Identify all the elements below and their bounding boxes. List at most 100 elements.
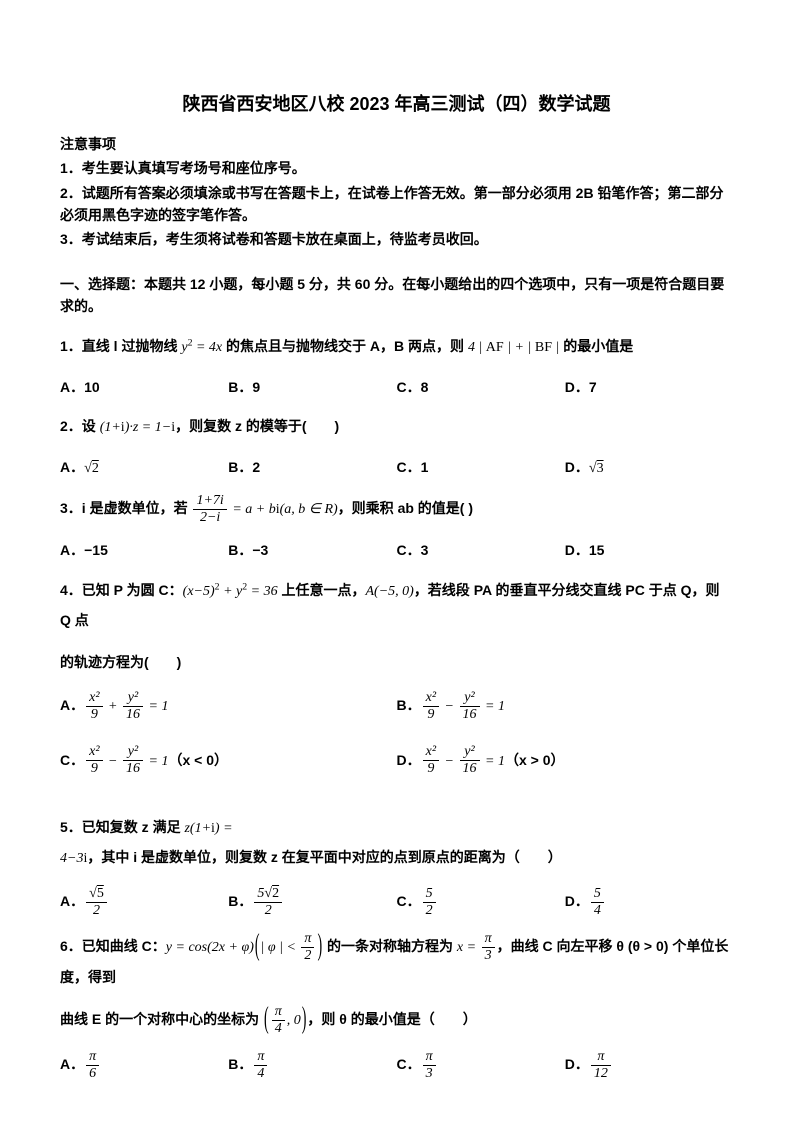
q5-opt-a: A．√52	[60, 887, 228, 918]
q4-b-pre: B．	[397, 697, 421, 713]
q4-text-mid1: 上任意一点，	[278, 582, 366, 598]
q2-text-post: ，则复数 z 的模等于( )	[175, 418, 339, 434]
q5-options: A．√52 B．5√22 C．52 D．54	[60, 887, 733, 918]
q6-b-pi: π	[254, 1050, 267, 1066]
q3-text-post: ，则乘积 ab 的值是( )	[338, 501, 473, 517]
q3-frac-den: 2−i	[193, 510, 226, 525]
q4-a-16: 16	[123, 707, 143, 722]
q4-b-9: 9	[423, 707, 439, 722]
q5-c-den: 2	[423, 903, 436, 918]
q3-opt-c: C．3	[397, 539, 565, 561]
q4-d-pre: D．	[397, 752, 421, 768]
q2-d-label: D．	[565, 459, 589, 475]
q6-opt-d: D．π12	[565, 1050, 733, 1081]
q2-text-pre: 2．设	[60, 418, 100, 434]
q4-b-f2: y²16	[460, 691, 480, 722]
q6-c-pre: C．	[397, 1057, 421, 1073]
q1-options: A．10 B．9 C．8 D．7	[60, 376, 733, 398]
q4-math2: A(−5, 0)	[365, 584, 413, 599]
q2-a-val: 2	[92, 461, 99, 476]
q4-opt-b: B．x²9 − y²16 = 1	[397, 690, 734, 723]
q6-cont-pre: 曲线 E 的一个对称中心的坐标为	[60, 1012, 263, 1028]
q4-cont: 的轨迹方程为( )	[60, 648, 733, 676]
q6-text-mid1: 的一条对称轴方程为	[323, 939, 457, 955]
q3-frac-num: 1+7i	[193, 494, 226, 510]
q5-d-den: 4	[591, 903, 604, 918]
q6-cont: 曲线 E 的一个对称中心的坐标为 (π4, 0)，则 θ 的最小值是（ ）	[60, 1005, 733, 1036]
q4-b-f1: x²9	[423, 691, 439, 722]
q4-b-x2: x²	[423, 691, 439, 707]
q4-a-eq: = 1	[145, 699, 168, 714]
q5-b-sqrt2: 2	[272, 886, 279, 901]
q4-text-pre: 4．已知 P 为圆 C：	[60, 582, 183, 598]
q4-d-16: 16	[460, 761, 480, 776]
q4-c-f1: x²9	[86, 745, 102, 776]
q5-text-pre: 5．已知复数 z 满足	[60, 819, 184, 835]
q3-options: A．−15 B．−3 C．3 D．15	[60, 539, 733, 561]
q6-opt-b: B．π4	[228, 1050, 396, 1081]
q2-d-sqrt: √3	[589, 461, 604, 476]
q6-cont-post: ，则 θ 的最小值是（ ）	[307, 1012, 476, 1028]
q3-stem: 3．i 是虚数单位，若 1+7i2−i = a + bi(a, b ∈ R)，则…	[60, 494, 733, 525]
q1-opt-c: C．8	[397, 376, 565, 398]
q6-2a: 2	[301, 948, 314, 963]
notice-item-3: 3．考试结束后，考生须将试卷和答题卡放在桌面上，待监考员收回。	[60, 228, 733, 250]
q3-opt-b: B．−3	[228, 539, 396, 561]
q6-lparen1: (	[255, 917, 260, 979]
page-title: 陕西省西安地区八校 2023 年高三测试（四）数学试题	[60, 90, 733, 119]
q4-options: A．x²9 + y²16 = 1 B．x²9 − y²16 = 1 C．x²9 …	[60, 690, 733, 800]
q3-text-pre: 3．i 是虚数单位，若	[60, 501, 191, 517]
q4-opt-d: D．x²9 − y²16 = 1（x > 0）	[397, 745, 734, 778]
q4-a-y2: y²	[123, 691, 143, 707]
q2-math1: (1+i)·z = 1−i	[100, 420, 175, 435]
q5-c-pre: C．	[397, 894, 421, 910]
q6-a-den: 6	[86, 1066, 99, 1081]
q4-b-minus: −	[441, 699, 457, 714]
q1-opt-d: D．7	[565, 376, 733, 398]
q4-stem: 4．已知 P 为圆 C：(x−5)2 + y2 = 36 上任意一点，A(−5,…	[60, 576, 733, 634]
q4-a-plus: +	[105, 699, 121, 714]
q6-opt-c: C．π3	[397, 1050, 565, 1081]
q1-text-mid: 的焦点且与抛物线交于 A，B 两点，则	[222, 338, 468, 354]
q5-d-pre: D．	[565, 894, 589, 910]
q5-d-num: 5	[591, 887, 604, 903]
q5-a-5: 5	[97, 886, 104, 901]
q6-b-den: 4	[254, 1066, 267, 1081]
q5-b-den: 2	[254, 903, 282, 918]
q4-d-eq: = 1	[482, 754, 505, 769]
notice-item-2: 2．试题所有答案必须填涂或书写在答题卡上，在试卷上作答无效。第一部分必须用 2B…	[60, 182, 733, 227]
section-heading: 一、选择题：本题共 12 小题，每小题 5 分，共 60 分。在每小题给出的四个…	[60, 273, 733, 318]
q4-opt-a: A．x²9 + y²16 = 1	[60, 690, 397, 723]
q6-pi4: π4	[272, 1005, 285, 1036]
q6-d-pre: D．	[565, 1057, 589, 1073]
q4-c-eq: = 1	[145, 754, 168, 769]
q6-c-den: 3	[423, 1066, 436, 1081]
q2-a-label: A．	[60, 459, 84, 475]
q1-text-post: 的最小值是	[559, 338, 633, 354]
q5-a-pre: A．	[60, 894, 84, 910]
q6-d-frac: π12	[591, 1050, 611, 1081]
q4-d-9: 9	[423, 761, 439, 776]
q4-a-9: 9	[86, 707, 102, 722]
q4-d-f1: x²9	[423, 745, 439, 776]
q6-a-frac: π6	[86, 1050, 99, 1081]
q1-text-pre: 1．直线 l 过抛物线	[60, 338, 181, 354]
q4-d-y2: y²	[460, 745, 480, 761]
q2-options: A．√2 B．2 C．1 D．√3	[60, 456, 733, 480]
q5-opt-c: C．52	[397, 887, 565, 918]
q5-a-den: 2	[86, 903, 107, 918]
q6-a-pre: A．	[60, 1057, 84, 1073]
q3-math: = a + bi(a, b ∈ R)	[229, 503, 338, 518]
q1-math2: 4 | AF | + | BF |	[468, 340, 559, 355]
q6-opt-a: A．π6	[60, 1050, 228, 1081]
q5-opt-b: B．5√22	[228, 887, 396, 918]
q3-opt-d: D．15	[565, 539, 733, 561]
q5-b-num: 5√2	[254, 887, 282, 903]
q6-lparen2: (	[264, 990, 269, 1052]
q4-c-16: 16	[123, 761, 143, 776]
q6-rparen1: )	[317, 917, 322, 979]
q4-b-y2: y²	[460, 691, 480, 707]
q6-pi2b: π	[482, 932, 495, 948]
q5-stem: 5．已知复数 z 满足 z(1+i) = 4−3i，其中 i 是虚数单位，则复数…	[60, 813, 733, 873]
q6-b-frac: π4	[254, 1050, 267, 1081]
